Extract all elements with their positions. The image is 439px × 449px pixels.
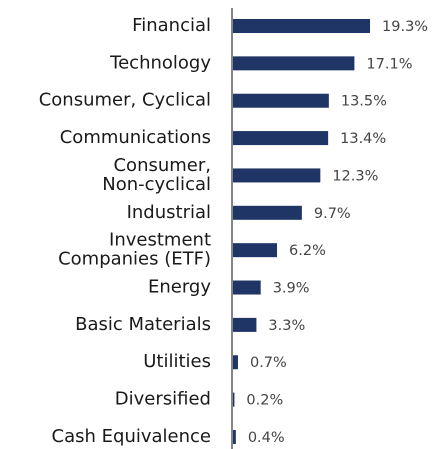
category-label: Financial	[132, 15, 211, 36]
bar	[233, 355, 238, 370]
value-label: 0.7%	[250, 355, 287, 371]
category-label: Communications	[60, 127, 211, 148]
value-label: 3.3%	[268, 318, 305, 334]
value-label: 19.3%	[382, 19, 428, 35]
value-label: 0.2%	[246, 393, 283, 409]
bar	[233, 429, 236, 444]
bar	[233, 168, 321, 183]
value-label: 3.9%	[273, 281, 310, 297]
value-label: 12.3%	[332, 168, 378, 184]
category-label: Basic Materials	[75, 314, 211, 335]
category-label: Cash Equivalence	[52, 426, 211, 447]
value-label: 0.4%	[248, 430, 285, 446]
value-label: 13.5%	[341, 94, 387, 110]
bar	[233, 131, 329, 146]
bar	[233, 19, 371, 33]
category-label: Technology	[109, 52, 211, 73]
bar	[233, 317, 257, 332]
value-label: 17.1%	[366, 56, 412, 72]
category-label: Diversified	[115, 389, 211, 410]
value-label: 6.2%	[289, 243, 326, 259]
bar	[233, 93, 329, 108]
category-label: Industrial	[127, 202, 211, 223]
bar	[233, 280, 261, 295]
bar	[233, 56, 355, 71]
category-label-line: Non-cyclical	[102, 174, 211, 195]
bar	[233, 243, 278, 258]
category-label-line: Consumer,	[113, 155, 211, 176]
bar	[233, 392, 235, 407]
category-label: Energy	[148, 277, 211, 298]
category-label: Investment Companies (ETF)	[58, 230, 211, 270]
category-label-line: Investment	[109, 230, 211, 251]
category-label: Utilities	[143, 351, 211, 372]
category-label: Consumer, Cyclical	[39, 90, 211, 111]
bar	[233, 205, 302, 220]
category-label-line: Companies (ETF)	[58, 249, 211, 270]
value-label: 9.7%	[314, 206, 351, 222]
category-label: Consumer, Non-cyclical	[102, 155, 211, 195]
value-label: 13.4%	[340, 131, 386, 147]
